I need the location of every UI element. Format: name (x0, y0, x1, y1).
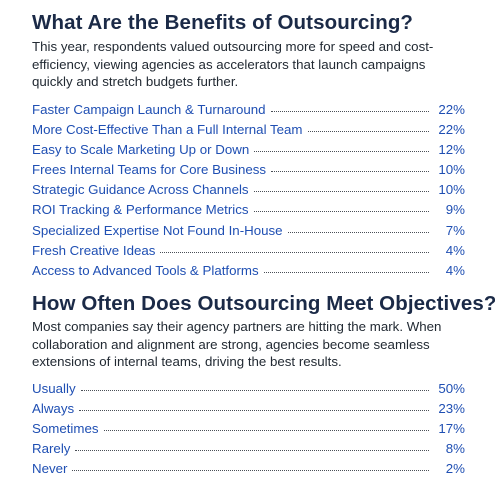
dotted-leader (75, 450, 429, 452)
benefits-intro: This year, respondents valued outsourcin… (32, 39, 434, 89)
dotted-leader (79, 409, 429, 411)
dotted-leader (307, 130, 429, 132)
item-percent: 8% (445, 441, 465, 457)
list-item: Fresh Creative Ideas 4% (32, 241, 465, 261)
item-label: Rarely (32, 441, 71, 457)
item-percent: 2% (445, 461, 465, 477)
item-label: Always (32, 400, 75, 416)
item-label: Specialized Expertise Not Found In-House (32, 222, 283, 238)
item-percent: 50% (438, 380, 465, 396)
item-label: Strategic Guidance Across Channels (32, 182, 249, 198)
item-percent: 4% (445, 242, 465, 258)
dotted-leader (270, 110, 429, 112)
benefits-section: What Are the Benefits of Outsourcing? Th… (32, 10, 465, 281)
list-item: Usually 50% (32, 379, 465, 399)
item-percent: 4% (445, 263, 465, 278)
dotted-leader (103, 430, 429, 432)
item-percent: 12% (438, 141, 465, 157)
objectives-intro: Most companies say their agency partners… (32, 319, 442, 370)
objectives-list: Usually 50% Always 23% Sometimes 17% Rarely… (32, 379, 465, 480)
item-percent: 23% (438, 400, 465, 416)
list-item: Access to Advanced Tools & Platforms 4% (32, 261, 465, 281)
objectives-section: How Often Does Outsourcing Meet Objectiv… (32, 291, 495, 480)
list-item: Faster Campaign Launch & Turnaround 22% (32, 100, 465, 120)
list-item: Never 2% (32, 459, 465, 479)
list-item: Frees Internal Teams for Core Business 10… (32, 160, 465, 180)
item-label: ROI Tracking & Performance Metrics (32, 202, 249, 218)
item-percent: 22% (438, 121, 465, 137)
dotted-leader (72, 470, 429, 472)
dotted-leader (160, 251, 429, 253)
item-percent: 17% (438, 421, 465, 437)
benefits-heading: What Are the Benefits of Outsourcing? (32, 11, 414, 34)
dotted-leader (287, 231, 429, 233)
dotted-leader (80, 389, 429, 391)
item-label: Access to Advanced Tools & Platforms (32, 263, 259, 278)
list-item: Specialized Expertise Not Found In-House… (32, 221, 465, 241)
item-percent: 9% (445, 202, 465, 218)
list-item: Sometimes 17% (32, 419, 465, 439)
item-label: Frees Internal Teams for Core Business (32, 162, 267, 178)
item-label: Faster Campaign Launch & Turnaround (32, 101, 266, 117)
dotted-leader (253, 211, 429, 213)
list-item: Always 23% (32, 399, 465, 419)
item-label: Sometimes (32, 421, 99, 437)
dotted-leader (271, 171, 429, 173)
dotted-leader (263, 272, 429, 273)
item-label: More Cost-Effective Than a Full Internal… (32, 121, 303, 137)
item-label: Easy to Scale Marketing Up or Down (32, 141, 250, 157)
benefits-list: Faster Campaign Launch & Turnaround 22% M… (32, 100, 465, 282)
list-item: Rarely 8% (32, 439, 465, 459)
dotted-leader (253, 191, 429, 193)
list-item: More Cost-Effective Than a Full Internal… (32, 120, 465, 140)
item-label: Fresh Creative Ideas (32, 242, 156, 258)
item-percent: 10% (438, 162, 465, 178)
item-percent: 22% (438, 101, 465, 117)
list-item: Easy to Scale Marketing Up or Down 12% (32, 140, 465, 160)
list-item: ROI Tracking & Performance Metrics 9% (32, 200, 465, 220)
list-item: Strategic Guidance Across Channels 10% (32, 180, 465, 200)
item-label: Usually (32, 380, 76, 396)
item-label: Never (32, 461, 68, 477)
item-percent: 10% (438, 182, 465, 198)
dotted-leader (254, 150, 429, 152)
item-percent: 7% (445, 222, 465, 238)
objectives-heading: How Often Does Outsourcing Meet Objectiv… (32, 292, 495, 316)
